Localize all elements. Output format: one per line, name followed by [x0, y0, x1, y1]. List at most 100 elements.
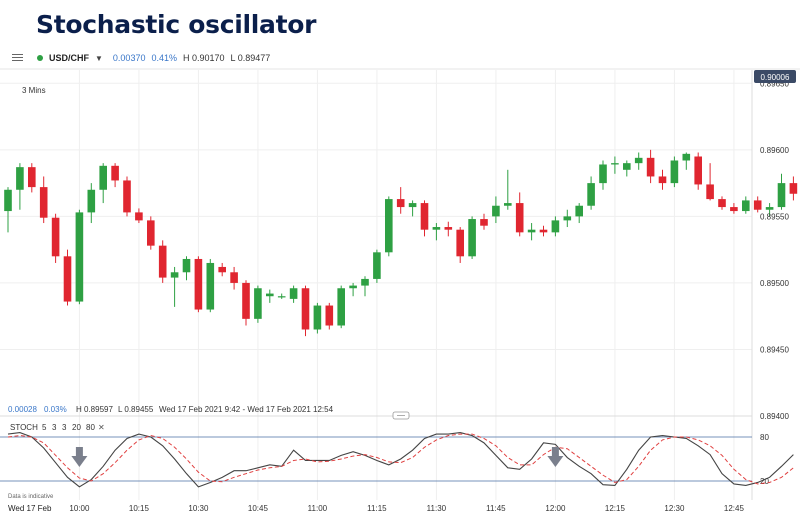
candle	[492, 196, 500, 224]
footer-range: Wed 17 Feb 2021 9:42 - Wed 17 Feb 2021 1…	[159, 405, 334, 414]
candle	[396, 187, 405, 214]
candle-body	[515, 203, 524, 233]
candle-body	[361, 278, 369, 286]
candle	[611, 156, 619, 174]
candle	[158, 240, 167, 283]
candle	[658, 169, 667, 190]
candle-body	[682, 153, 691, 161]
candle	[111, 163, 119, 188]
price-tick-label: 0.89400	[760, 412, 789, 421]
candle-body	[313, 305, 322, 330]
candle-body	[408, 203, 417, 208]
candle-body	[277, 296, 286, 298]
candle-body	[777, 183, 786, 208]
candle-body	[147, 220, 155, 246]
time-tick-label: 10:45	[248, 504, 269, 513]
candle	[39, 176, 48, 224]
candle-body	[611, 163, 619, 165]
candle	[575, 203, 583, 224]
last-price-label: 0.90006	[761, 73, 790, 82]
symbol-dropdown-icon[interactable]: ▼	[95, 53, 103, 63]
candle-body	[75, 212, 84, 302]
indicator-name: STOCH	[10, 423, 38, 432]
candle-body	[242, 282, 250, 319]
candle	[730, 203, 738, 214]
candle-body	[266, 293, 274, 297]
signal-arrows	[71, 447, 564, 467]
candle-body	[432, 227, 441, 230]
candle	[266, 289, 274, 303]
time-tick-label: 11:30	[427, 504, 447, 513]
pane-resize-handle[interactable]	[392, 411, 410, 420]
candle	[718, 196, 726, 210]
candle-body	[587, 183, 595, 206]
candle	[742, 196, 750, 214]
time-tick-label: 11:15	[367, 504, 387, 513]
remove-indicator-icon[interactable]: ✕	[98, 423, 105, 432]
chart-toolbar: USD/CHF ▼ 0.00370 0.41% H 0.90170 L 0.89…	[0, 48, 800, 68]
candle-body	[182, 258, 191, 273]
symbol-label[interactable]: USD/CHF	[49, 53, 89, 63]
candle	[51, 213, 60, 263]
candle-body	[575, 205, 583, 217]
candle	[385, 196, 393, 257]
footer-change-pct: 0.03%	[44, 405, 67, 414]
candle-body	[135, 212, 143, 221]
candle	[420, 200, 429, 237]
candle-body	[51, 217, 60, 257]
footer-low: L 0.89455	[118, 405, 154, 414]
page-title: Stochastic oscillator	[36, 10, 317, 39]
stoch-level-lines: 80 20	[0, 433, 769, 486]
candle-body	[658, 176, 667, 184]
candle	[123, 176, 131, 217]
candle	[694, 152, 702, 190]
candle-body	[563, 216, 572, 221]
candle	[289, 285, 298, 303]
candle	[753, 196, 762, 213]
candle	[444, 221, 453, 237]
market-open-status-icon	[37, 55, 43, 61]
candle-body	[158, 245, 167, 278]
candle	[325, 302, 334, 330]
candle-body	[87, 189, 96, 213]
candle-body	[111, 165, 119, 181]
indicator-param-4: 20	[72, 423, 81, 432]
candle	[480, 213, 488, 230]
price-change-pct: 0.41%	[151, 53, 177, 63]
candles	[4, 149, 798, 337]
price-axis-labels: 0.89400 0.89450 0.89500 0.89550 0.89600 0.896…	[760, 79, 789, 421]
candle	[515, 192, 524, 237]
candle	[456, 227, 464, 263]
down-arrow-icon	[71, 447, 88, 467]
time-tick-label: 10:00	[69, 504, 90, 513]
candle	[408, 200, 417, 217]
session-high: H 0.90170	[183, 53, 225, 63]
stoch-lines	[7, 432, 794, 488]
price-change: 0.00370	[112, 53, 146, 63]
candle	[4, 187, 12, 233]
time-tick-label: 12:00	[545, 504, 566, 513]
candle-body	[385, 199, 393, 253]
candle-body	[28, 167, 36, 188]
candle-body	[706, 184, 714, 200]
candle	[170, 266, 179, 307]
session-low: L 0.89477	[230, 53, 271, 63]
candle-body	[99, 165, 107, 190]
candle-body	[63, 256, 72, 302]
candle	[194, 256, 203, 313]
price-tick-label: 0.89500	[760, 279, 789, 288]
indicative-note: Data is indicative	[8, 494, 54, 500]
footer-change: 0.00028	[8, 405, 37, 414]
candle	[313, 302, 322, 334]
candle	[634, 152, 643, 170]
candle-body	[194, 258, 203, 310]
time-axis-labels: 10:00 10:15 10:30 10:45 11:00 11:15 11:30 11:45…	[69, 504, 744, 513]
candle	[87, 183, 96, 224]
price-tick-label: 0.89450	[760, 345, 789, 354]
price-tick-label: 0.89550	[760, 212, 789, 221]
menu-icon[interactable]	[12, 54, 23, 62]
candle	[551, 216, 560, 237]
candle-body	[170, 272, 179, 278]
last-price-badge: 0.90006	[754, 70, 796, 83]
